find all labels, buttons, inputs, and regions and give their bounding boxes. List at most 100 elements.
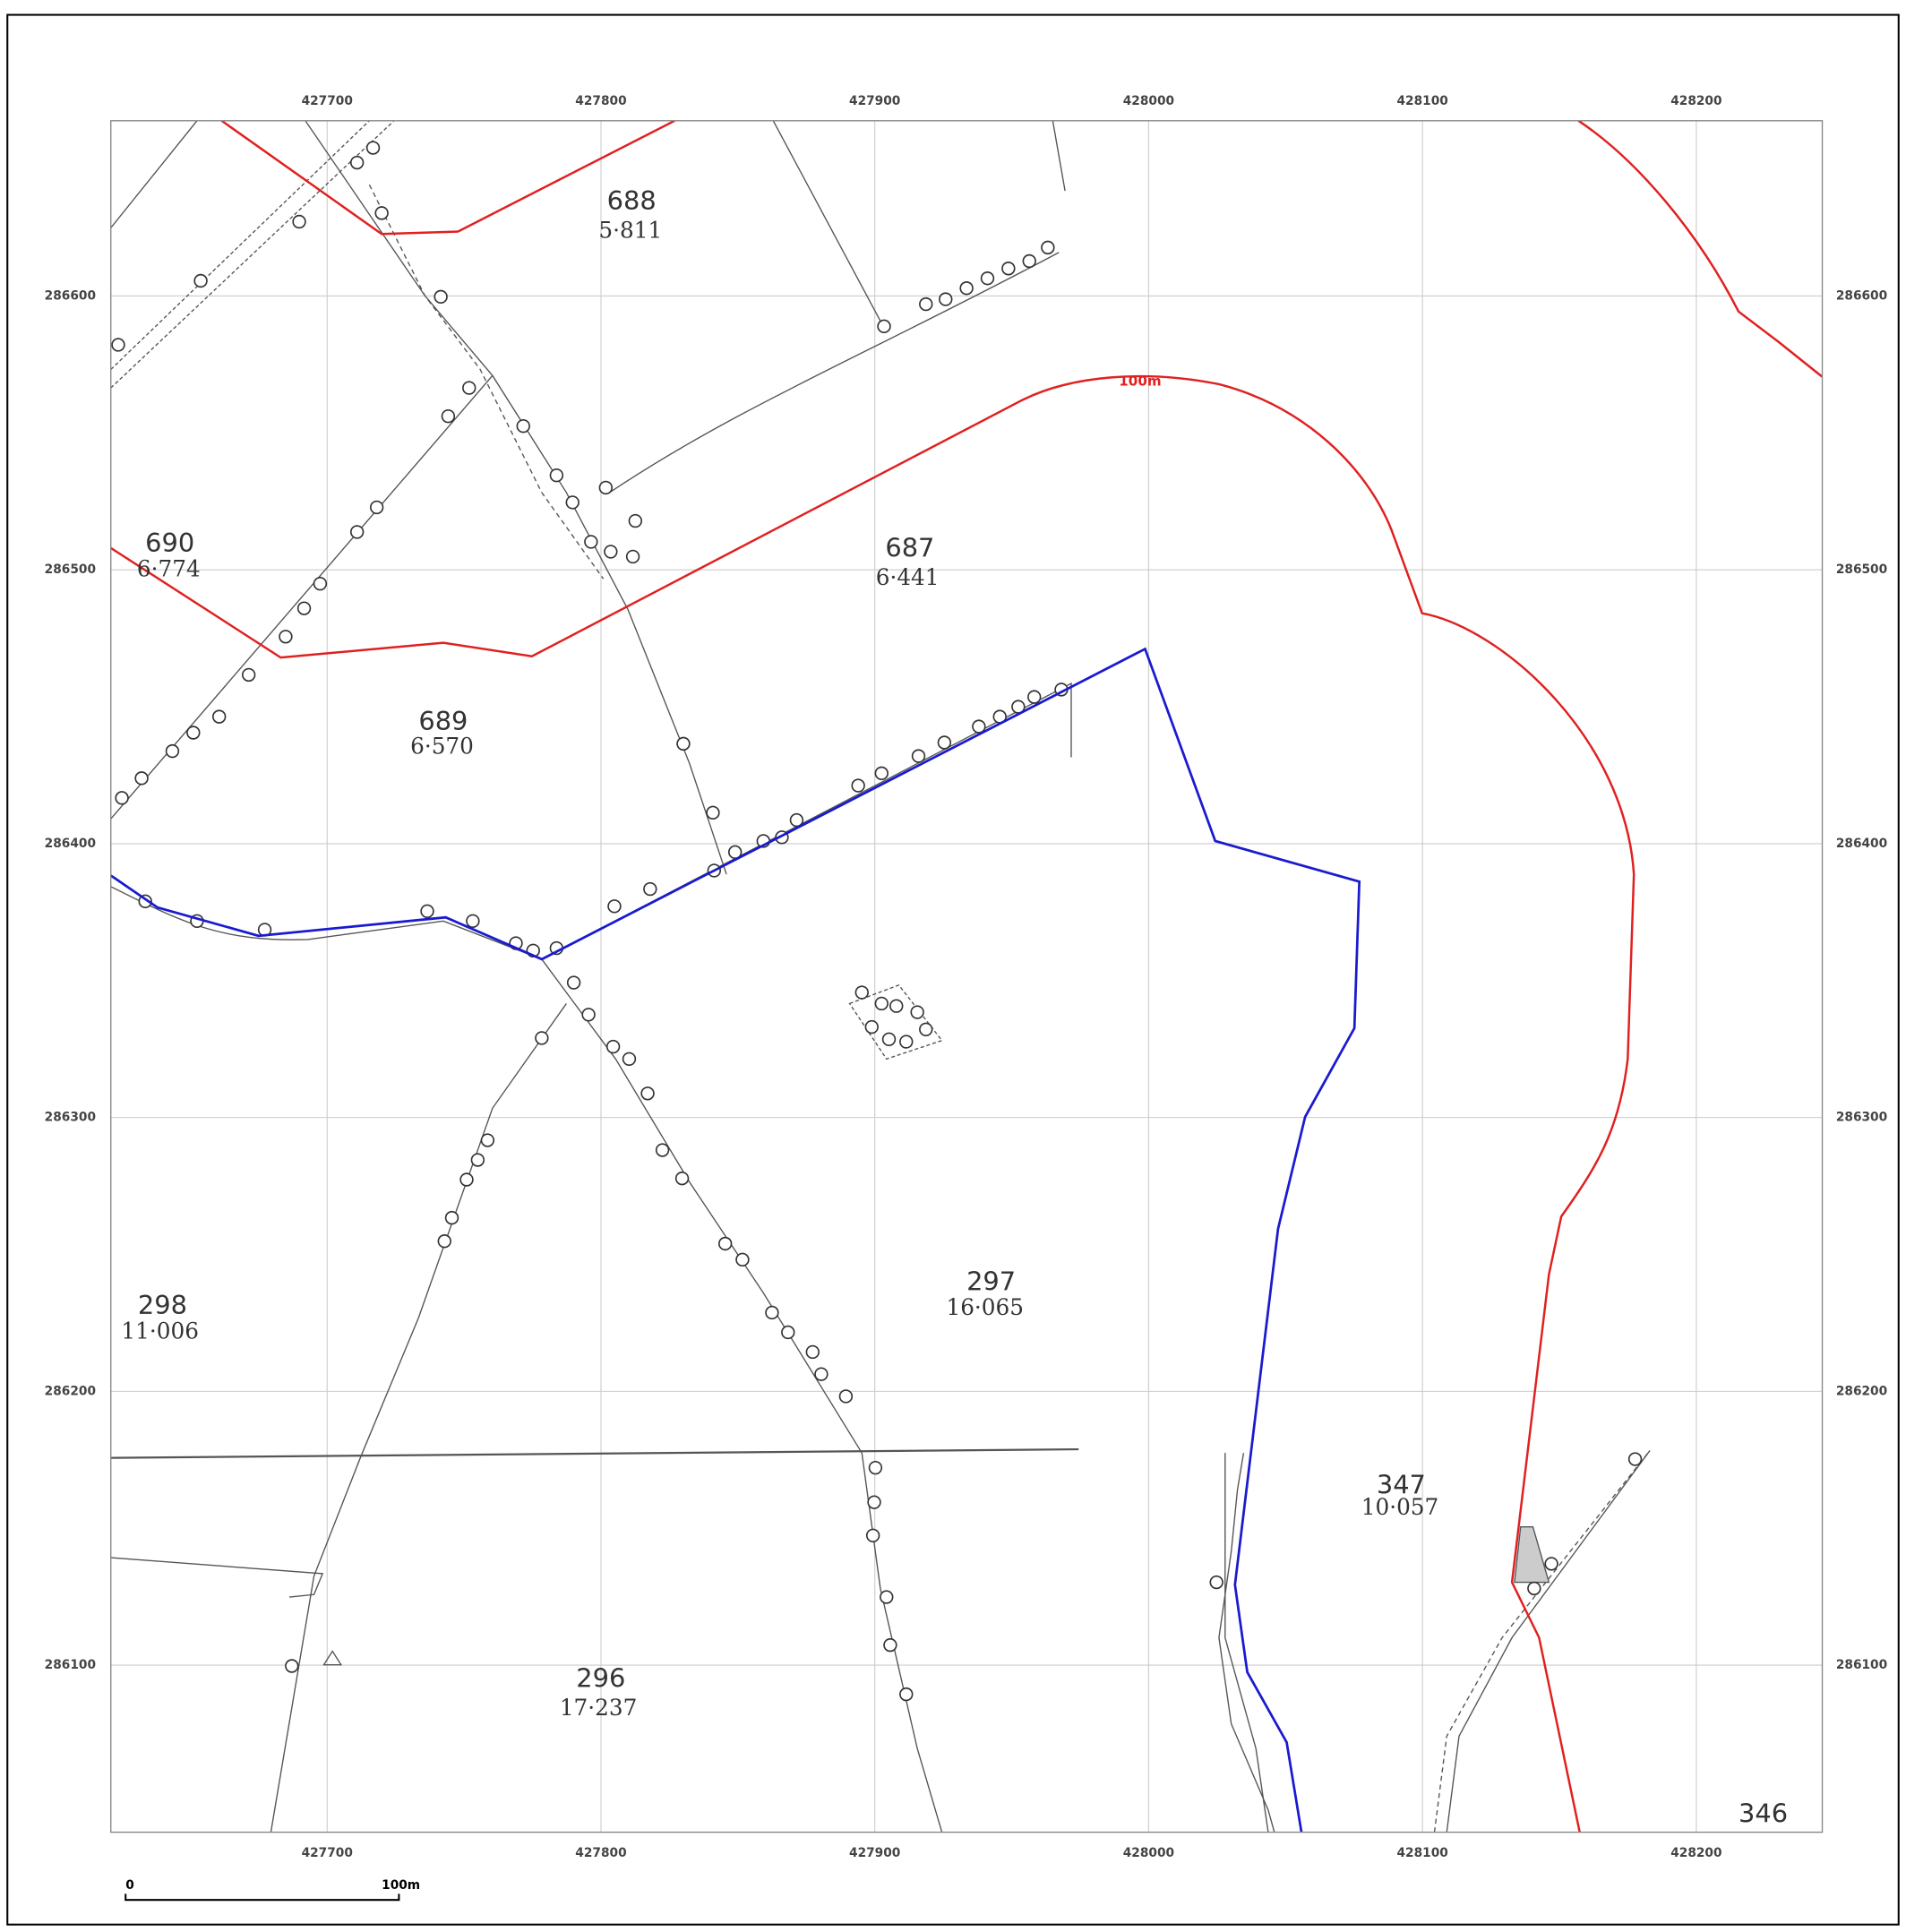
tree-symbol xyxy=(805,1344,820,1360)
scale-line xyxy=(124,1893,400,1902)
tree-symbol xyxy=(972,719,986,734)
x-tick-label: 428100 xyxy=(1396,1846,1447,1860)
grid xyxy=(110,120,1823,1833)
red-boundary xyxy=(1577,120,1823,378)
tree-symbol xyxy=(111,338,125,352)
red-boundary xyxy=(220,120,675,236)
tree-symbol xyxy=(980,271,995,286)
scale-bar: 0 100m xyxy=(124,1878,420,1902)
tree-symbol xyxy=(535,1031,549,1045)
tree-symbol xyxy=(349,525,365,539)
tree-symbol xyxy=(717,1236,733,1251)
y-tick-label: 286600 xyxy=(1836,288,1887,303)
tree-symbol xyxy=(1001,262,1016,276)
tree-symbol xyxy=(434,289,448,305)
tree-symbol xyxy=(1022,253,1036,269)
tree-symbol xyxy=(937,735,952,750)
tree-symbol xyxy=(868,1460,883,1475)
tree-symbol xyxy=(349,155,365,170)
x-tick-label: 427800 xyxy=(575,94,626,108)
tree-symbol xyxy=(864,1019,879,1035)
map-frame xyxy=(110,120,1824,1833)
tree-symbol xyxy=(165,743,180,759)
tree-symbol xyxy=(899,1035,914,1049)
tree-symbol xyxy=(877,319,891,334)
parcel-area: 17·237 xyxy=(560,1695,638,1721)
field-boundaries xyxy=(110,120,1651,1833)
tree-symbol xyxy=(1627,1452,1643,1466)
tree-symbol xyxy=(285,1659,299,1673)
tree-symbol xyxy=(854,985,869,1000)
y-tick-label: 286600 xyxy=(45,288,96,303)
tree-symbol xyxy=(444,1210,459,1225)
x-tick-label: 428200 xyxy=(1670,94,1721,108)
parcel-area: 6·774 xyxy=(137,555,201,581)
y-tick-label: 286400 xyxy=(1836,837,1887,851)
tree-symbol xyxy=(462,381,476,395)
x-tick-label: 428200 xyxy=(1670,1846,1721,1860)
tree-symbol xyxy=(910,1005,924,1019)
parcel-number: 689 xyxy=(418,706,468,736)
y-tick-label: 286500 xyxy=(1836,562,1887,577)
tree-symbol xyxy=(883,1637,897,1653)
scale-start: 0 xyxy=(125,1878,134,1893)
parcel-area: 16·065 xyxy=(946,1294,1024,1320)
tree-symbol xyxy=(480,1133,495,1147)
tree-symbol xyxy=(881,1032,897,1046)
parcel-number: 346 xyxy=(1739,1799,1788,1829)
y-tick-label: 286100 xyxy=(1836,1658,1887,1672)
tree-symbol xyxy=(369,500,384,515)
tree-symbol xyxy=(1041,240,1055,255)
parcel-number: 687 xyxy=(885,532,934,562)
x-tick-label: 428100 xyxy=(1396,94,1447,108)
tree-symbol xyxy=(134,771,149,786)
tree-symbol xyxy=(466,914,480,929)
parcel-area: 10·057 xyxy=(1361,1494,1439,1520)
tree-symbol xyxy=(441,409,456,424)
x-tick-label: 427900 xyxy=(849,94,900,108)
trees xyxy=(111,141,1643,1702)
tree-symbol xyxy=(911,749,926,763)
map-features xyxy=(110,120,1823,1833)
tree-symbol xyxy=(1544,1557,1558,1571)
tree-symbol xyxy=(865,1528,880,1542)
parcel-number: 296 xyxy=(576,1662,625,1693)
tree-symbol xyxy=(781,1325,795,1340)
tree-symbol xyxy=(420,904,434,919)
tree-symbol xyxy=(676,736,691,751)
tree-symbol xyxy=(735,1252,750,1267)
tree-symbol xyxy=(814,1367,829,1381)
tree-symbol xyxy=(851,778,865,793)
tree-symbol xyxy=(959,281,974,296)
parcel-number: 298 xyxy=(138,1290,187,1320)
tree-symbol xyxy=(549,468,564,483)
tree-symbol xyxy=(1527,1581,1541,1596)
tree-symbol xyxy=(789,812,804,828)
tree-symbol xyxy=(1027,690,1042,704)
y-tick-label: 286300 xyxy=(45,1111,96,1125)
parcel-area: 6·441 xyxy=(876,564,940,590)
tree-symbol xyxy=(655,1143,670,1157)
tree-symbol xyxy=(607,899,622,914)
tree-symbol xyxy=(292,214,306,229)
tree-symbol xyxy=(727,845,743,860)
y-tick-label: 286200 xyxy=(1836,1384,1887,1398)
tree-symbol xyxy=(566,975,581,990)
parcel-number: 297 xyxy=(966,1267,1016,1297)
tree-symbol xyxy=(470,1153,485,1167)
tree-symbol xyxy=(874,766,889,781)
tree-symbol xyxy=(640,1086,655,1101)
x-tick-label: 428000 xyxy=(1123,1846,1174,1860)
tree-symbol xyxy=(643,881,657,897)
tree-symbol xyxy=(584,535,598,549)
y-tick-label: 286300 xyxy=(1836,1111,1887,1125)
tree-symbol xyxy=(115,791,129,805)
parcel-area: 11·006 xyxy=(121,1318,199,1344)
tree-symbol xyxy=(374,206,389,220)
tree-symbol xyxy=(889,999,904,1013)
tree-symbol xyxy=(874,996,889,1011)
tree-symbol xyxy=(706,805,720,820)
tree-symbol xyxy=(459,1172,474,1187)
x-tick-label: 427900 xyxy=(849,1846,900,1860)
tree-symbol xyxy=(581,1008,596,1022)
